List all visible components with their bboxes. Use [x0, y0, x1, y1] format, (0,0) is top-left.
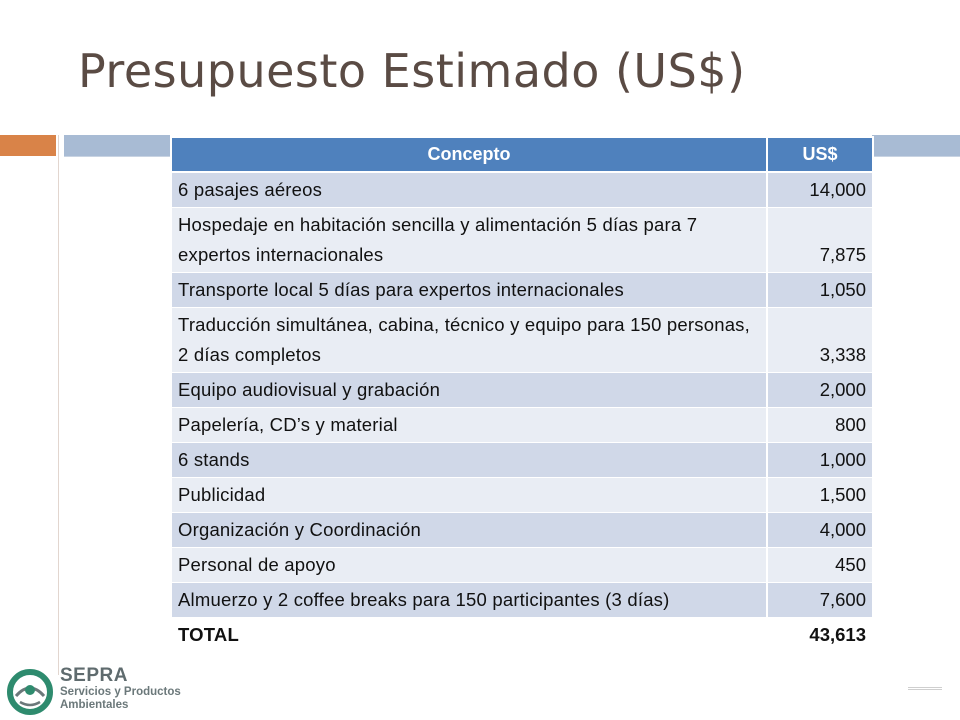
logo-subtitle-2: Ambientales	[60, 699, 129, 711]
row-concept: 6 pasajes aéreos	[170, 172, 768, 208]
row-amount: 1,050	[766, 272, 874, 308]
row-concept: Equipo audiovisual y grabación	[170, 372, 768, 408]
table-row: Publicidad 1,500	[170, 477, 874, 513]
vertical-divider	[58, 135, 59, 675]
table-row: Almuerzo y 2 coffee breaks para 150 part…	[170, 582, 874, 618]
row-amount: 450	[766, 547, 874, 583]
row-concept: Hospedaje en habitación sencilla y alime…	[170, 207, 768, 273]
logo-subtitle-1: Servicios y Productos	[60, 686, 181, 698]
table-row: Hospedaje en habitación sencilla y alime…	[170, 207, 874, 273]
budget-table: Concepto US$ 6 pasajes aéreos 14,000 Hos…	[170, 136, 874, 653]
logo-name: SEPRA	[60, 665, 128, 686]
row-concept: 6 stands	[170, 442, 768, 478]
row-amount: 800	[766, 407, 874, 443]
row-amount: 3,338	[766, 307, 874, 373]
row-amount: 4,000	[766, 512, 874, 548]
row-amount: 7,875	[766, 207, 874, 273]
total-label: TOTAL	[170, 617, 768, 653]
row-concept: Papelería, CD’s y material	[170, 407, 768, 443]
row-concept: Organización y Coordinación	[170, 512, 768, 548]
row-amount: 1,500	[766, 477, 874, 513]
footer-fine-print	[908, 686, 942, 692]
row-amount: 7,600	[766, 582, 874, 618]
slide-title: Presupuesto Estimado (US$)	[78, 44, 746, 98]
row-concept: Traducción simultánea, cabina, técnico y…	[170, 307, 768, 373]
row-amount: 1,000	[766, 442, 874, 478]
row-concept: Personal de apoyo	[170, 547, 768, 583]
header-concept: Concepto	[170, 136, 768, 173]
row-concept: Almuerzo y 2 coffee breaks para 150 part…	[170, 582, 768, 618]
row-amount: 2,000	[766, 372, 874, 408]
row-amount: 14,000	[766, 172, 874, 208]
total-amount: 43,613	[766, 617, 874, 653]
row-concept: Transporte local 5 días para expertos in…	[170, 272, 768, 308]
table-total-row: TOTAL 43,613	[170, 617, 874, 653]
table-row: Traducción simultánea, cabina, técnico y…	[170, 307, 874, 373]
table-row: Transporte local 5 días para expertos in…	[170, 272, 874, 308]
sepra-logo: SEPRA Servicios y Productos Ambientales	[6, 666, 206, 718]
table-row: Organización y Coordinación 4,000	[170, 512, 874, 548]
header-amount: US$	[766, 136, 874, 173]
accent-bar-orange	[0, 135, 56, 156]
sepra-logo-icon	[7, 669, 53, 715]
accent-bar-blue-left	[64, 135, 170, 156]
table-row: Papelería, CD’s y material 800	[170, 407, 874, 443]
table-row: Equipo audiovisual y grabación 2,000	[170, 372, 874, 408]
table-header-row: Concepto US$	[170, 136, 874, 173]
table-row: 6 stands 1,000	[170, 442, 874, 478]
table-row: 6 pasajes aéreos 14,000	[170, 172, 874, 208]
row-concept: Publicidad	[170, 477, 768, 513]
table-row: Personal de apoyo 450	[170, 547, 874, 583]
accent-bar-blue-right	[872, 135, 960, 156]
